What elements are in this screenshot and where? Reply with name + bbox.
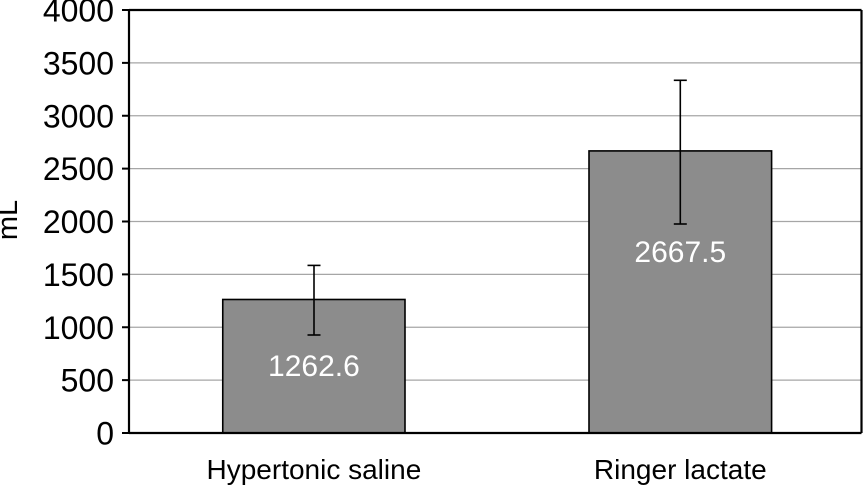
svg-text:Ringer lactate: Ringer lactate [594,454,767,485]
svg-text:1500: 1500 [43,257,114,293]
svg-text:0: 0 [96,416,114,452]
svg-text:1262.6: 1262.6 [268,350,360,383]
svg-text:2500: 2500 [43,151,114,187]
svg-text:500: 500 [61,363,114,399]
svg-text:1000: 1000 [43,310,114,346]
svg-text:3500: 3500 [43,45,114,81]
svg-text:mL: mL [0,200,24,240]
svg-text:Hypertonic saline: Hypertonic saline [207,454,422,485]
svg-text:3000: 3000 [43,98,114,134]
svg-text:2667.5: 2667.5 [634,236,726,269]
svg-text:2000: 2000 [43,204,114,240]
svg-text:4000: 4000 [43,0,114,29]
